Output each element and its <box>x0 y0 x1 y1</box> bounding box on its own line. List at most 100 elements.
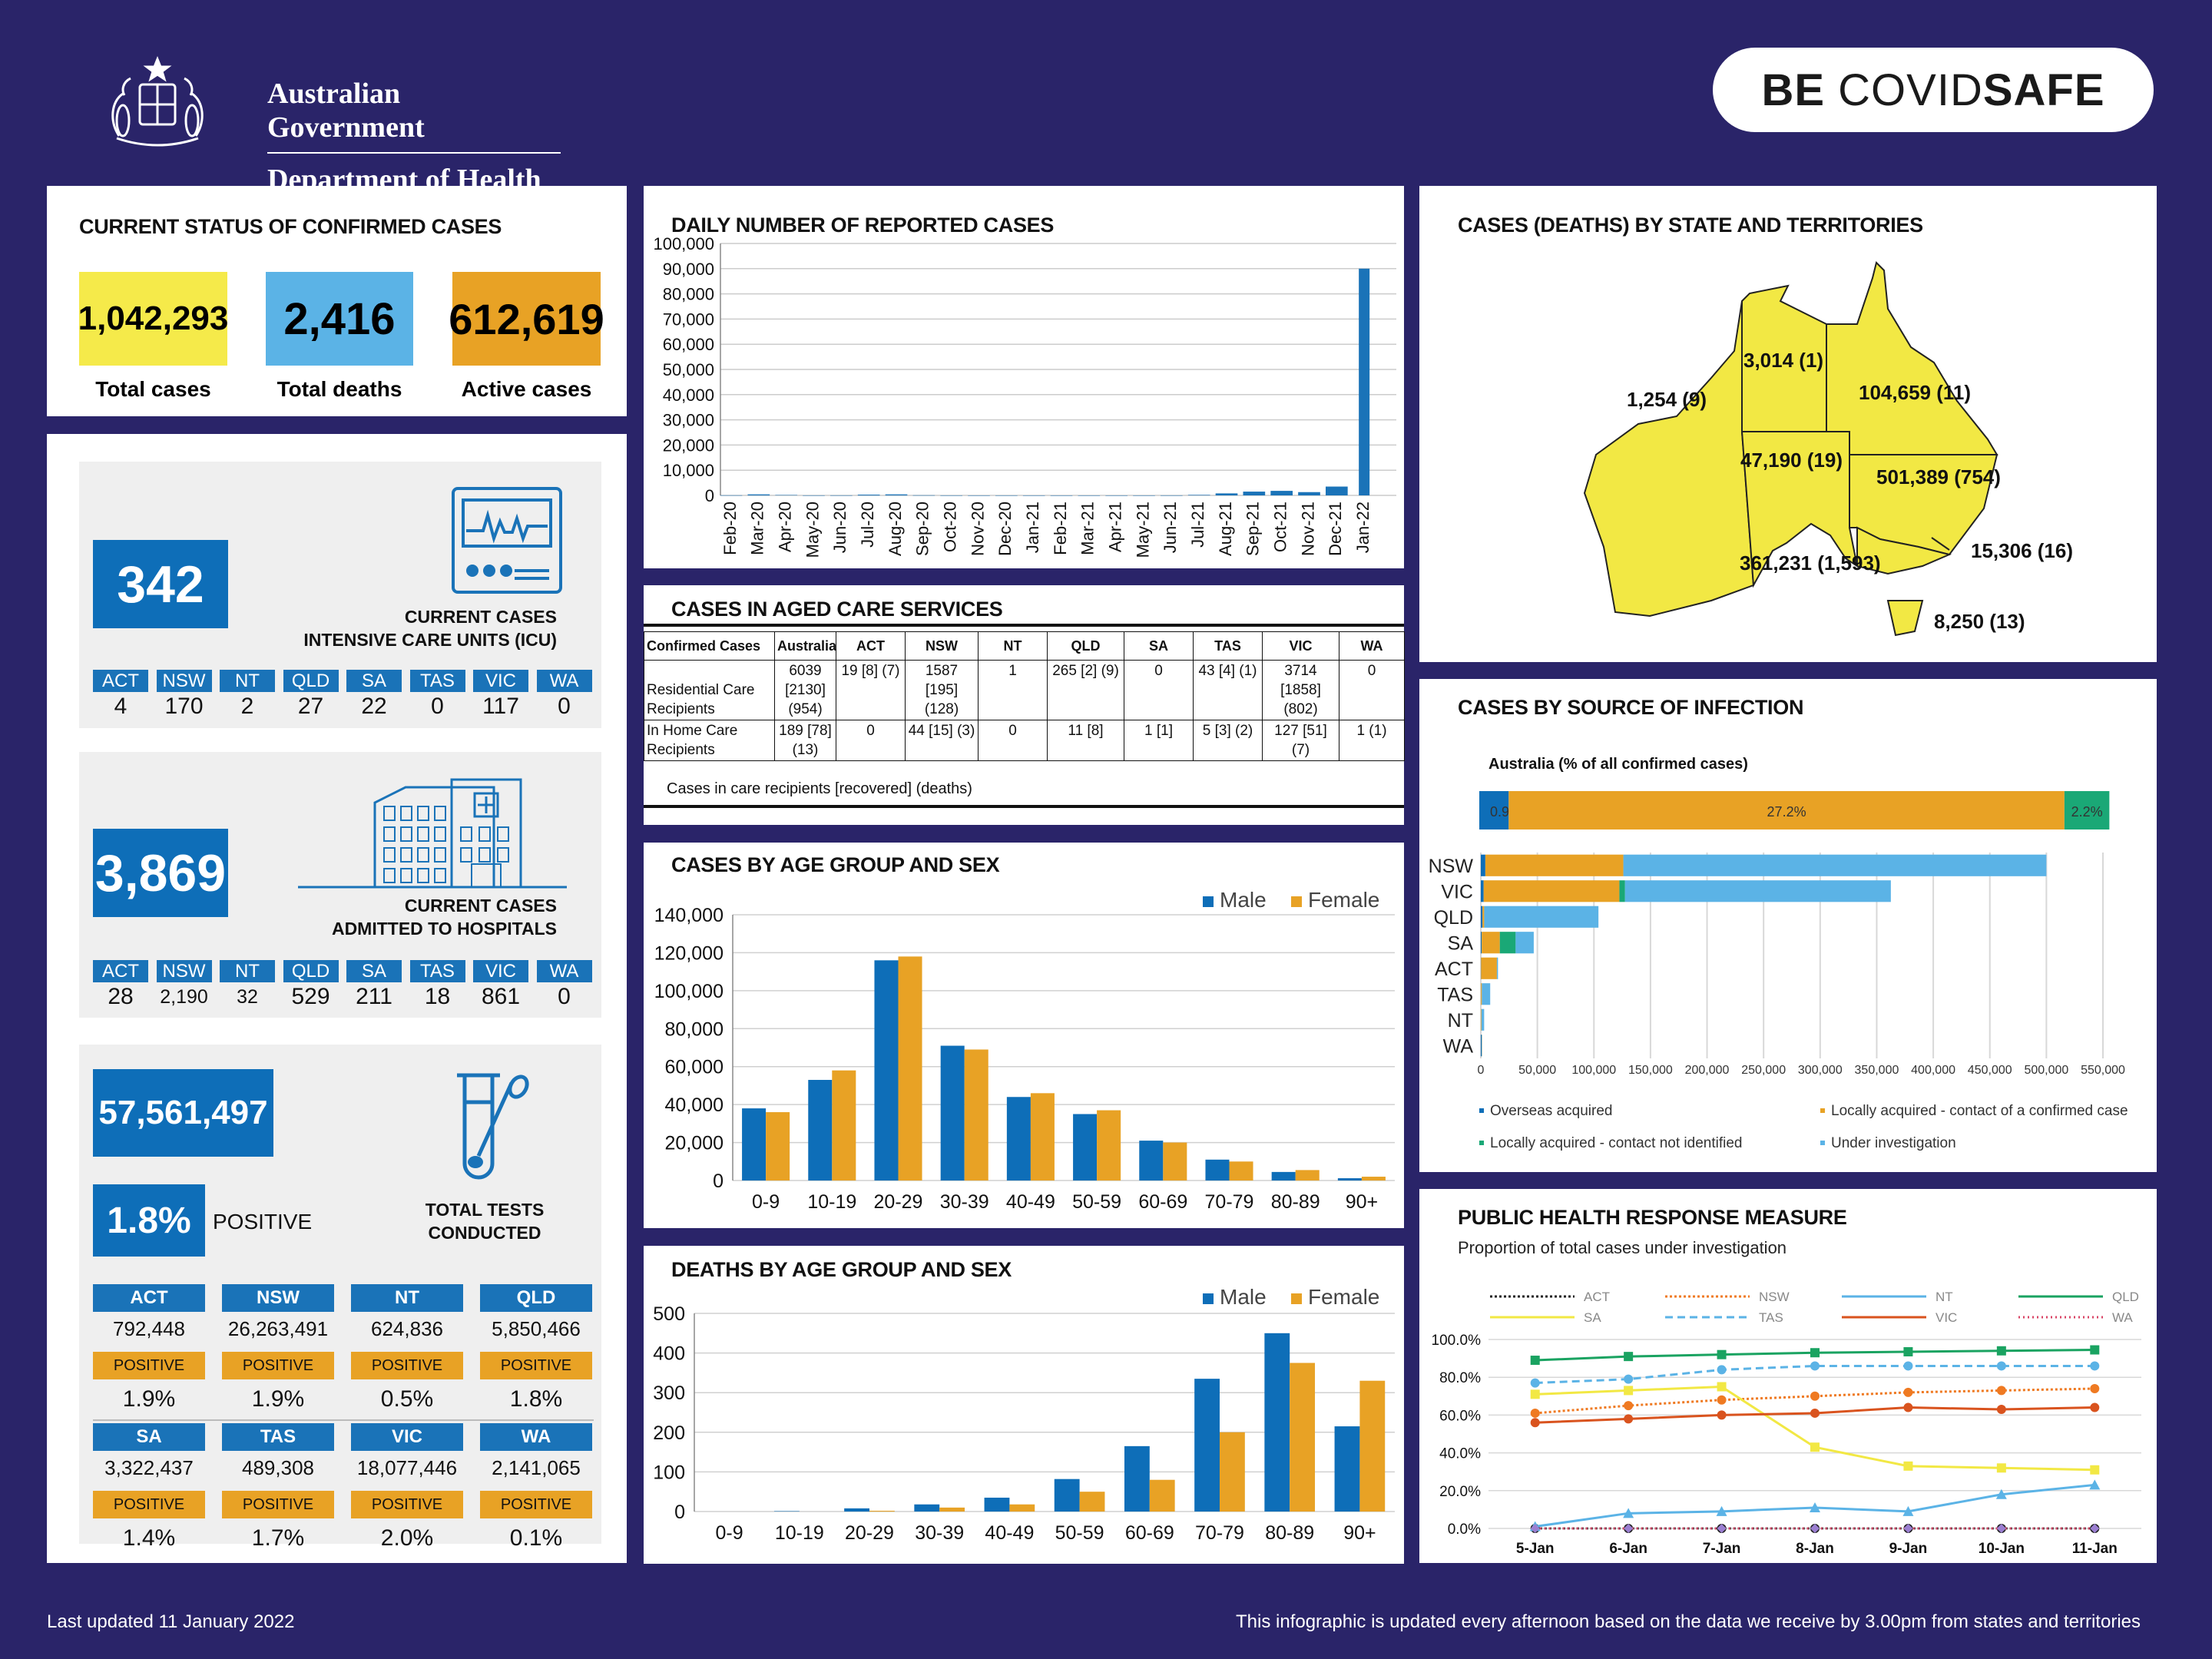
state-value-tas: 18 <box>424 984 451 1009</box>
marker-wa <box>2090 1524 2100 1533</box>
aged-cell: 3714 [1858] (802) <box>1262 660 1339 720</box>
x-tick-label: 30-39 <box>940 1191 989 1213</box>
legend-label: Overseas acquired <box>1490 1103 1612 1119</box>
x-tick-label: 40-49 <box>985 1522 1034 1544</box>
bar-female <box>1030 1093 1055 1181</box>
age-cases-title: CASES BY AGE GROUP AND SEX <box>671 853 1000 876</box>
age-deaths-title: DEATHS BY AGE GROUP AND SEX <box>671 1258 1012 1281</box>
bar-male <box>1271 1171 1296 1181</box>
x-tick-label: 350,000 <box>1855 1064 1899 1077</box>
source-bar <box>1481 983 1482 1005</box>
hospital-label-line2: ADMITTED TO HOSPITALS <box>331 919 557 939</box>
phr-subtitle: Proportion of total cases under investig… <box>1458 1238 1787 1257</box>
x-tick-label: 10-19 <box>807 1191 856 1213</box>
state-value-sa: 22 <box>361 694 387 719</box>
x-tick-label: 30-39 <box>915 1522 964 1544</box>
map-label-act: 15,306 (16) <box>1971 539 2073 562</box>
map-region-tas <box>1886 600 1924 637</box>
y-tick-label: 90,000 <box>663 260 714 279</box>
state-value-tas: 0 <box>431 694 444 719</box>
map-label-sa: 47,190 (19) <box>1740 449 1843 472</box>
state-value-vic: 117 <box>482 694 519 719</box>
aged-cell: Residential Care Recipients <box>644 660 775 720</box>
marker-sa <box>1810 1442 1820 1452</box>
legend-label: SA <box>1584 1310 1601 1325</box>
aged-header-cell: ACT <box>836 631 906 661</box>
aged-header-cell: TAS <box>1193 631 1263 661</box>
state-tag-sa: SA <box>346 960 402 982</box>
bar-male <box>914 1504 940 1512</box>
x-tick-label: Aug-20 <box>886 502 905 556</box>
aged-cell: 1 <box>978 660 1048 720</box>
marker-nsw <box>1624 1401 1634 1411</box>
test-count-wa: 2,141,065 <box>492 1455 581 1479</box>
map-label-vic: 361,231 (1,593) <box>1740 551 1881 575</box>
icu-value-box: 342 <box>93 540 228 628</box>
marker-tas <box>2090 1361 2100 1371</box>
x-tick-label: 60-69 <box>1125 1522 1174 1544</box>
legend-swatch <box>1820 1141 1825 1145</box>
bar-female <box>869 1510 895 1512</box>
daily-bar <box>830 495 853 496</box>
source-title: CASES BY SOURCE OF INFECTION <box>1458 696 1804 719</box>
marker-vic <box>1530 1418 1540 1428</box>
map-region-qld <box>1826 261 1998 455</box>
x-tick-label: Sep-21 <box>1243 502 1263 556</box>
x-tick-label: Nov-20 <box>968 502 987 556</box>
marker-nsw <box>1996 1386 2006 1396</box>
x-tick-label: 200,000 <box>1685 1064 1730 1077</box>
y-tick-label: 70,000 <box>663 310 714 329</box>
y-tick-label: 40,000 <box>663 386 714 405</box>
bar-female <box>1149 1479 1175 1512</box>
aged-cell: 1 [1] <box>1124 720 1194 761</box>
legend-swatch <box>1820 1108 1825 1113</box>
y-tick-label: 100.0% <box>1432 1333 1482 1349</box>
y-tick-label: 120,000 <box>654 942 724 964</box>
x-tick-label: Oct-21 <box>1270 502 1290 552</box>
x-tick-label: 550,000 <box>2081 1064 2125 1077</box>
bar-male <box>844 1508 869 1512</box>
state-label: WA <box>1443 1035 1474 1057</box>
positive-tag-wa: POSITIVE <box>480 1491 592 1518</box>
marker-wa <box>1996 1524 2006 1533</box>
x-tick-label: May-20 <box>803 502 822 558</box>
x-tick-label: 80-89 <box>1271 1191 1320 1213</box>
daily-bar <box>1050 495 1073 496</box>
marker-nt <box>1902 1505 1914 1516</box>
legend-label: Female <box>1308 888 1379 912</box>
bar-male <box>1139 1141 1164 1181</box>
x-tick-label: Mar-21 <box>1078 502 1098 555</box>
y-tick-label: 0 <box>674 1502 685 1523</box>
age-deaths-panel: DEATHS BY AGE GROUP AND SEX 500 400 300 200… <box>644 1246 1404 1564</box>
bar-male <box>1054 1479 1080 1512</box>
marker-sa <box>1903 1461 1913 1471</box>
y-tick-label: 100 <box>653 1462 685 1483</box>
x-tick-label: 9-Jan <box>1889 1541 1928 1557</box>
bar-male <box>1073 1114 1098 1181</box>
y-tick-label: 20,000 <box>665 1133 724 1154</box>
x-tick-label: Jul-21 <box>1188 502 1207 548</box>
aged-cell: 265 [2] (9) <box>1047 660 1124 720</box>
state-tag-qld: QLD <box>283 960 339 982</box>
government-crest-logo <box>100 48 215 155</box>
y-tick-label: 200 <box>653 1422 685 1444</box>
state-value-act: 28 <box>108 984 134 1009</box>
y-tick-label: 140,000 <box>654 905 724 926</box>
state-tag-tas: TAS <box>409 960 465 982</box>
phr-panel: PUBLIC HEALTH RESPONSE MEASURE Proportio… <box>1419 1189 2157 1563</box>
x-tick-label: 6-Jan <box>1609 1541 1647 1557</box>
y-tick-label: 0 <box>713 1171 724 1192</box>
source-bar <box>1624 880 1891 902</box>
legend-label: ACT <box>1584 1290 1610 1304</box>
legend-swatch <box>1479 1141 1484 1145</box>
daily-bar <box>1215 493 1238 495</box>
state-tag-act: ACT <box>93 960 148 982</box>
aged-cell: 1587 [195] (128) <box>905 660 979 720</box>
legend-label: Female <box>1308 1285 1379 1309</box>
test-count-vic: 18,077,446 <box>356 1455 458 1479</box>
test-count-qld: 5,850,466 <box>492 1316 581 1340</box>
marker-vic <box>2090 1402 2100 1412</box>
icu-label: CURRENT CASES INTENSIVE CARE UNITS (ICU) <box>303 605 557 651</box>
x-tick-label: 500,000 <box>2024 1064 2068 1077</box>
aged-cell: 43 [4] (1) <box>1193 660 1263 720</box>
